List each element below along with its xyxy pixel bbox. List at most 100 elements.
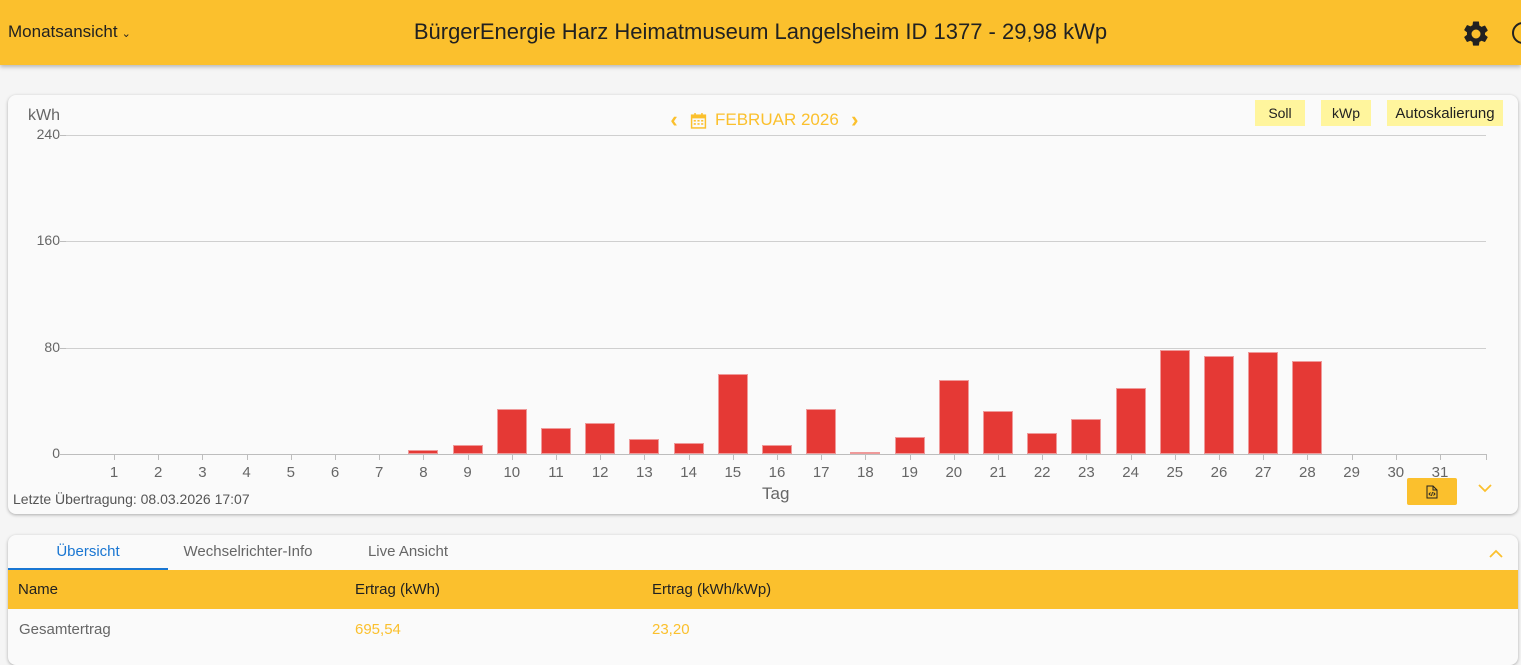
y-tick-label: 80 — [44, 338, 60, 355]
gear-icon[interactable] — [1461, 19, 1491, 49]
x-tick-mark — [909, 454, 911, 460]
tab-uebersicht[interactable]: Übersicht — [8, 535, 168, 570]
y-tick-mark — [60, 454, 66, 455]
kwp-toggle[interactable]: kWp — [1321, 100, 1371, 126]
x-axis-line — [66, 454, 1486, 455]
x-tick-label: 11 — [548, 464, 564, 481]
x-tick-label: 12 — [591, 464, 609, 481]
x-tick-mark — [467, 454, 469, 460]
x-tick-label: 3 — [198, 464, 207, 481]
chevron-down-icon: ⌄ — [121, 27, 131, 40]
bar-day-20[interactable] — [938, 380, 969, 454]
row-ertrag-kwh: 695,54 — [355, 621, 401, 638]
x-tick-mark — [998, 454, 999, 460]
x-tick-mark — [335, 454, 336, 460]
x-tick-label: 5 — [286, 464, 295, 481]
bar-day-19[interactable] — [894, 436, 925, 454]
export-button[interactable] — [1407, 478, 1457, 505]
x-tick-mark — [1395, 454, 1397, 460]
bar-day-23[interactable] — [1071, 419, 1102, 454]
bar-day-26[interactable] — [1204, 356, 1234, 454]
x-tick-mark — [556, 454, 557, 460]
x-tick-label: 7 — [375, 464, 384, 481]
x-tick-mark — [953, 454, 955, 460]
autoscale-toggle[interactable]: Autoskalierung — [1387, 100, 1503, 126]
tab-live-ansicht[interactable]: Live Ansicht — [367, 543, 449, 560]
page-title: BürgerEnergie Harz Heimatmuseum Langelsh… — [413, 19, 1108, 44]
x-tick-mark — [1130, 454, 1132, 460]
bar-day-17[interactable] — [806, 408, 837, 454]
x-tick-label: 4 — [242, 464, 251, 481]
x-tick-mark — [1219, 454, 1220, 460]
column-header-name: Name — [18, 581, 59, 598]
bar-day-25[interactable] — [1159, 350, 1190, 454]
bar-day-15[interactable] — [717, 374, 748, 454]
view-select-label: Monatsansicht — [8, 22, 118, 41]
x-tick-label: 21 — [989, 464, 1007, 481]
y-tick-mark — [60, 241, 66, 243]
bar-day-9[interactable] — [452, 444, 483, 454]
y-tick-label: 0 — [52, 445, 60, 461]
bar-day-14[interactable] — [673, 443, 704, 454]
x-tick-mark — [865, 454, 867, 460]
tab-wechselrichter-info[interactable]: Wechselrichter-Info — [183, 543, 313, 560]
last-transmission: Letzte Übertragung: 08.03.2026 17:07 — [13, 491, 250, 507]
bar-day-18[interactable] — [850, 452, 881, 454]
bar-day-11[interactable] — [541, 428, 571, 454]
x-tick-mark — [600, 454, 602, 460]
x-tick-mark — [379, 454, 381, 460]
x-tick-label: 10 — [503, 464, 521, 481]
x-tick-mark — [1486, 454, 1487, 460]
chevron-left-icon[interactable]: ‹ — [670, 107, 678, 132]
soll-toggle[interactable]: Soll — [1255, 100, 1305, 126]
bar-day-8[interactable] — [408, 450, 439, 454]
gridline — [66, 135, 1486, 136]
x-tick-mark — [1351, 454, 1353, 460]
x-tick-mark — [423, 454, 425, 460]
x-tick-label: 28 — [1299, 464, 1316, 481]
x-axis-title: Tag — [762, 484, 790, 503]
x-tick-mark — [777, 454, 778, 460]
x-tick-label: 14 — [680, 464, 697, 481]
x-tick-label: 31 — [1431, 464, 1449, 481]
bar-day-10[interactable] — [496, 408, 527, 454]
bar-day-22[interactable] — [1027, 432, 1058, 454]
x-tick-label: 19 — [901, 464, 918, 481]
x-tick-label: 15 — [724, 464, 742, 481]
bar-day-16[interactable] — [762, 445, 792, 454]
chevron-down-icon[interactable] — [1477, 480, 1493, 496]
x-tick-mark — [202, 454, 204, 460]
y-tick-mark — [60, 347, 66, 349]
x-tick-mark — [1307, 454, 1309, 460]
table-row: Gesamtertrag 695,54 23,20 — [8, 609, 1518, 649]
bar-day-28[interactable] — [1292, 360, 1323, 454]
x-tick-label: 24 — [1122, 464, 1139, 481]
bar-day-21[interactable] — [983, 411, 1013, 454]
x-tick-label: 23 — [1078, 464, 1095, 481]
bar-day-24[interactable] — [1115, 387, 1146, 454]
gridline — [66, 347, 1486, 349]
bar-day-13[interactable] — [629, 439, 660, 454]
x-tick-label: 25 — [1166, 464, 1184, 481]
x-tick-label: 16 — [768, 464, 786, 481]
x-tick-mark — [1440, 454, 1441, 460]
month-label: FEBRUAR 2026 — [715, 110, 839, 129]
x-tick-mark — [1086, 454, 1088, 460]
row-ertrag-kwh-kwp: 23,20 — [652, 621, 690, 638]
x-tick-label: 13 — [636, 464, 653, 481]
x-tick-label: 17 — [812, 464, 830, 481]
calendar-icon[interactable] — [690, 112, 707, 129]
x-tick-mark — [114, 454, 115, 460]
bar-day-27[interactable] — [1248, 351, 1279, 454]
x-tick-label: 29 — [1343, 464, 1360, 481]
bar-day-12[interactable] — [585, 423, 616, 454]
view-select-dropdown[interactable]: Monatsansicht ⌄ — [8, 22, 131, 42]
x-tick-label: 1 — [109, 464, 119, 481]
month-navigator: ‹ FEBRUAR 2026 › — [666, 107, 863, 133]
chevron-right-icon[interactable]: › — [851, 107, 859, 132]
chevron-up-icon[interactable] — [1488, 547, 1504, 561]
x-tick-label: 26 — [1210, 464, 1228, 481]
tab-bar: Übersicht Wechselrichter-Info Live Ansic… — [8, 535, 488, 570]
summary-card: Übersicht Wechselrichter-Info Live Ansic… — [8, 535, 1518, 665]
x-tick-mark — [732, 454, 734, 460]
